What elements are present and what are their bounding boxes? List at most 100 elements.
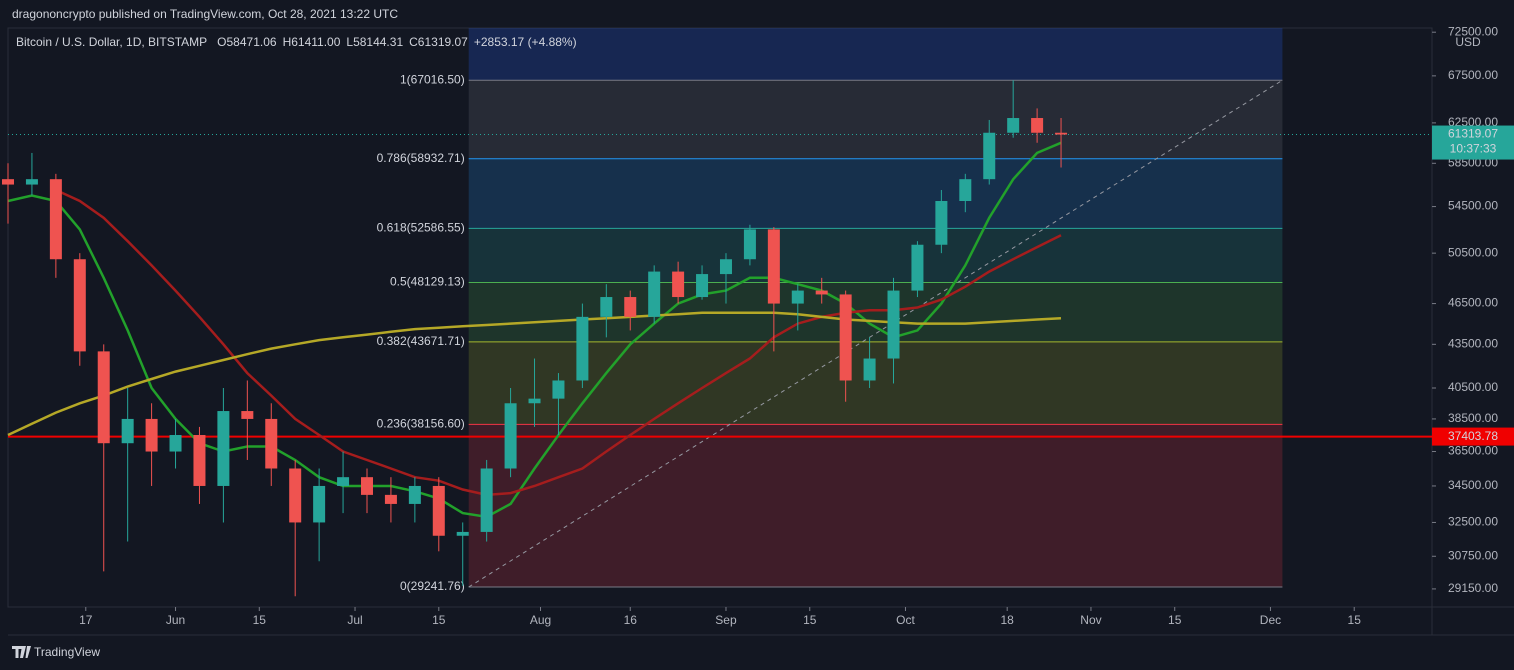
candle-body — [767, 229, 780, 304]
candle-body — [959, 179, 972, 201]
candle-body — [791, 290, 804, 304]
y-tick-label: 32500.00 — [1448, 515, 1498, 529]
x-tick-label: Oct — [896, 613, 915, 627]
x-tick-label: 15 — [432, 613, 446, 627]
ohlc-value: H61411.00 — [283, 35, 341, 49]
x-tick-label: Nov — [1080, 613, 1101, 627]
y-tick-label: 54500.00 — [1448, 199, 1498, 213]
ohlc-value: C61319.07 — [409, 35, 468, 49]
candle-body — [384, 494, 397, 504]
fib-label: 1(67016.50) — [400, 72, 465, 86]
candle-body — [73, 259, 86, 352]
x-tick-label: Aug — [530, 613, 551, 627]
candle-body — [743, 229, 756, 260]
candle-body — [696, 274, 709, 298]
candle-body — [169, 435, 182, 452]
candle-body — [528, 398, 541, 404]
x-tick-label: Dec — [1260, 613, 1281, 627]
publisher: dragononcrypto published on TradingView.… — [12, 7, 398, 21]
x-tick-label: 18 — [1001, 613, 1015, 627]
footer-brand: TradingView — [34, 645, 100, 659]
candle-body — [145, 418, 158, 452]
candle-body — [289, 468, 302, 523]
candle-body — [600, 297, 613, 317]
x-tick-label: 16 — [624, 613, 638, 627]
symbol-title: Bitcoin / U.S. Dollar, 1D, BITSTAMP — [16, 35, 207, 49]
fib-band — [468, 341, 1283, 425]
countdown: 10:37:33 — [1450, 142, 1497, 156]
candle-body — [360, 477, 373, 495]
candle-body — [121, 418, 134, 444]
price-tag — [1432, 427, 1514, 446]
candle-body — [887, 290, 900, 359]
logo — [12, 646, 31, 658]
candle-body — [241, 411, 254, 419]
y-tick-label: 46500.00 — [1448, 296, 1498, 310]
y-tick-label: 34500.00 — [1448, 478, 1498, 492]
candle-body — [839, 294, 852, 381]
candle-body — [648, 271, 661, 317]
footer-logo — [12, 646, 31, 658]
x-tick-label: 17 — [79, 613, 93, 627]
price-tag — [1432, 125, 1514, 160]
candle-body — [480, 468, 493, 532]
fib-label: 0(29241.76) — [400, 579, 465, 593]
candle-body — [911, 244, 924, 291]
y-tick-label: 29150.00 — [1448, 581, 1498, 595]
y-tick-label: 72500.00 — [1448, 24, 1498, 38]
fib-top-band — [468, 28, 1283, 81]
fib-label: 0.382(43671.71) — [377, 334, 465, 348]
y-tick-label: 30750.00 — [1448, 548, 1498, 562]
candle-body — [217, 411, 230, 486]
y-tick-label: 36500.00 — [1448, 444, 1498, 458]
candle-body — [719, 259, 732, 275]
plot-area — [7, 27, 1433, 608]
candle-body — [935, 200, 948, 245]
x-tick-label: 15 — [1168, 613, 1182, 627]
y-tick-label: 38500.00 — [1448, 411, 1498, 425]
candle-body — [313, 485, 326, 523]
fib-band — [468, 282, 1283, 342]
y-tick-label: 67500.00 — [1448, 68, 1498, 82]
fib-band — [468, 228, 1283, 283]
fib-label: 0.5(48129.13) — [390, 275, 465, 289]
candle-body — [49, 179, 62, 260]
moving-average — [7, 141, 1062, 519]
x-tick-label: 15 — [803, 613, 817, 627]
ohlc-value: +2853.17 (+4.88%) — [474, 35, 577, 49]
candle-body — [25, 179, 38, 185]
x-tick-label: 15 — [1348, 613, 1362, 627]
fib-label: 0.786(58932.71) — [377, 151, 465, 165]
y-tick-label: 50500.00 — [1448, 245, 1498, 259]
fib-band — [468, 424, 1283, 587]
candle-body — [2, 179, 14, 185]
fib-band — [468, 80, 1283, 159]
candle-body — [456, 531, 469, 536]
candle-body — [983, 132, 996, 180]
candle-body — [815, 290, 828, 295]
candle-body — [1055, 132, 1068, 135]
candle-body — [337, 477, 350, 486]
candle-body — [1031, 118, 1044, 133]
currency: USD — [1455, 35, 1481, 49]
candle-body — [552, 380, 565, 399]
x-tick-label: 15 — [253, 613, 267, 627]
fib-label: 0.236(38156.60) — [377, 417, 465, 431]
candle-body — [863, 358, 876, 381]
x-tick-label: Sep — [715, 613, 737, 627]
ohlc-value: O58471.06 — [217, 35, 277, 49]
candle-body — [624, 297, 637, 317]
price-tag-label: 37403.78 — [1448, 429, 1498, 443]
candle-body — [672, 271, 685, 298]
price-tag-label: 61319.07 — [1448, 127, 1498, 141]
y-tick-label: 40500.00 — [1448, 380, 1498, 394]
x-tick-label: Jul — [347, 613, 362, 627]
candle-body — [265, 418, 278, 469]
fib-label: 0.618(52586.55) — [377, 221, 465, 235]
ohlc-value: L58144.31 — [346, 35, 403, 49]
candle-body — [504, 403, 517, 469]
candle-body — [1007, 118, 1020, 133]
candle-body — [97, 351, 110, 444]
y-tick-label: 43500.00 — [1448, 336, 1498, 350]
